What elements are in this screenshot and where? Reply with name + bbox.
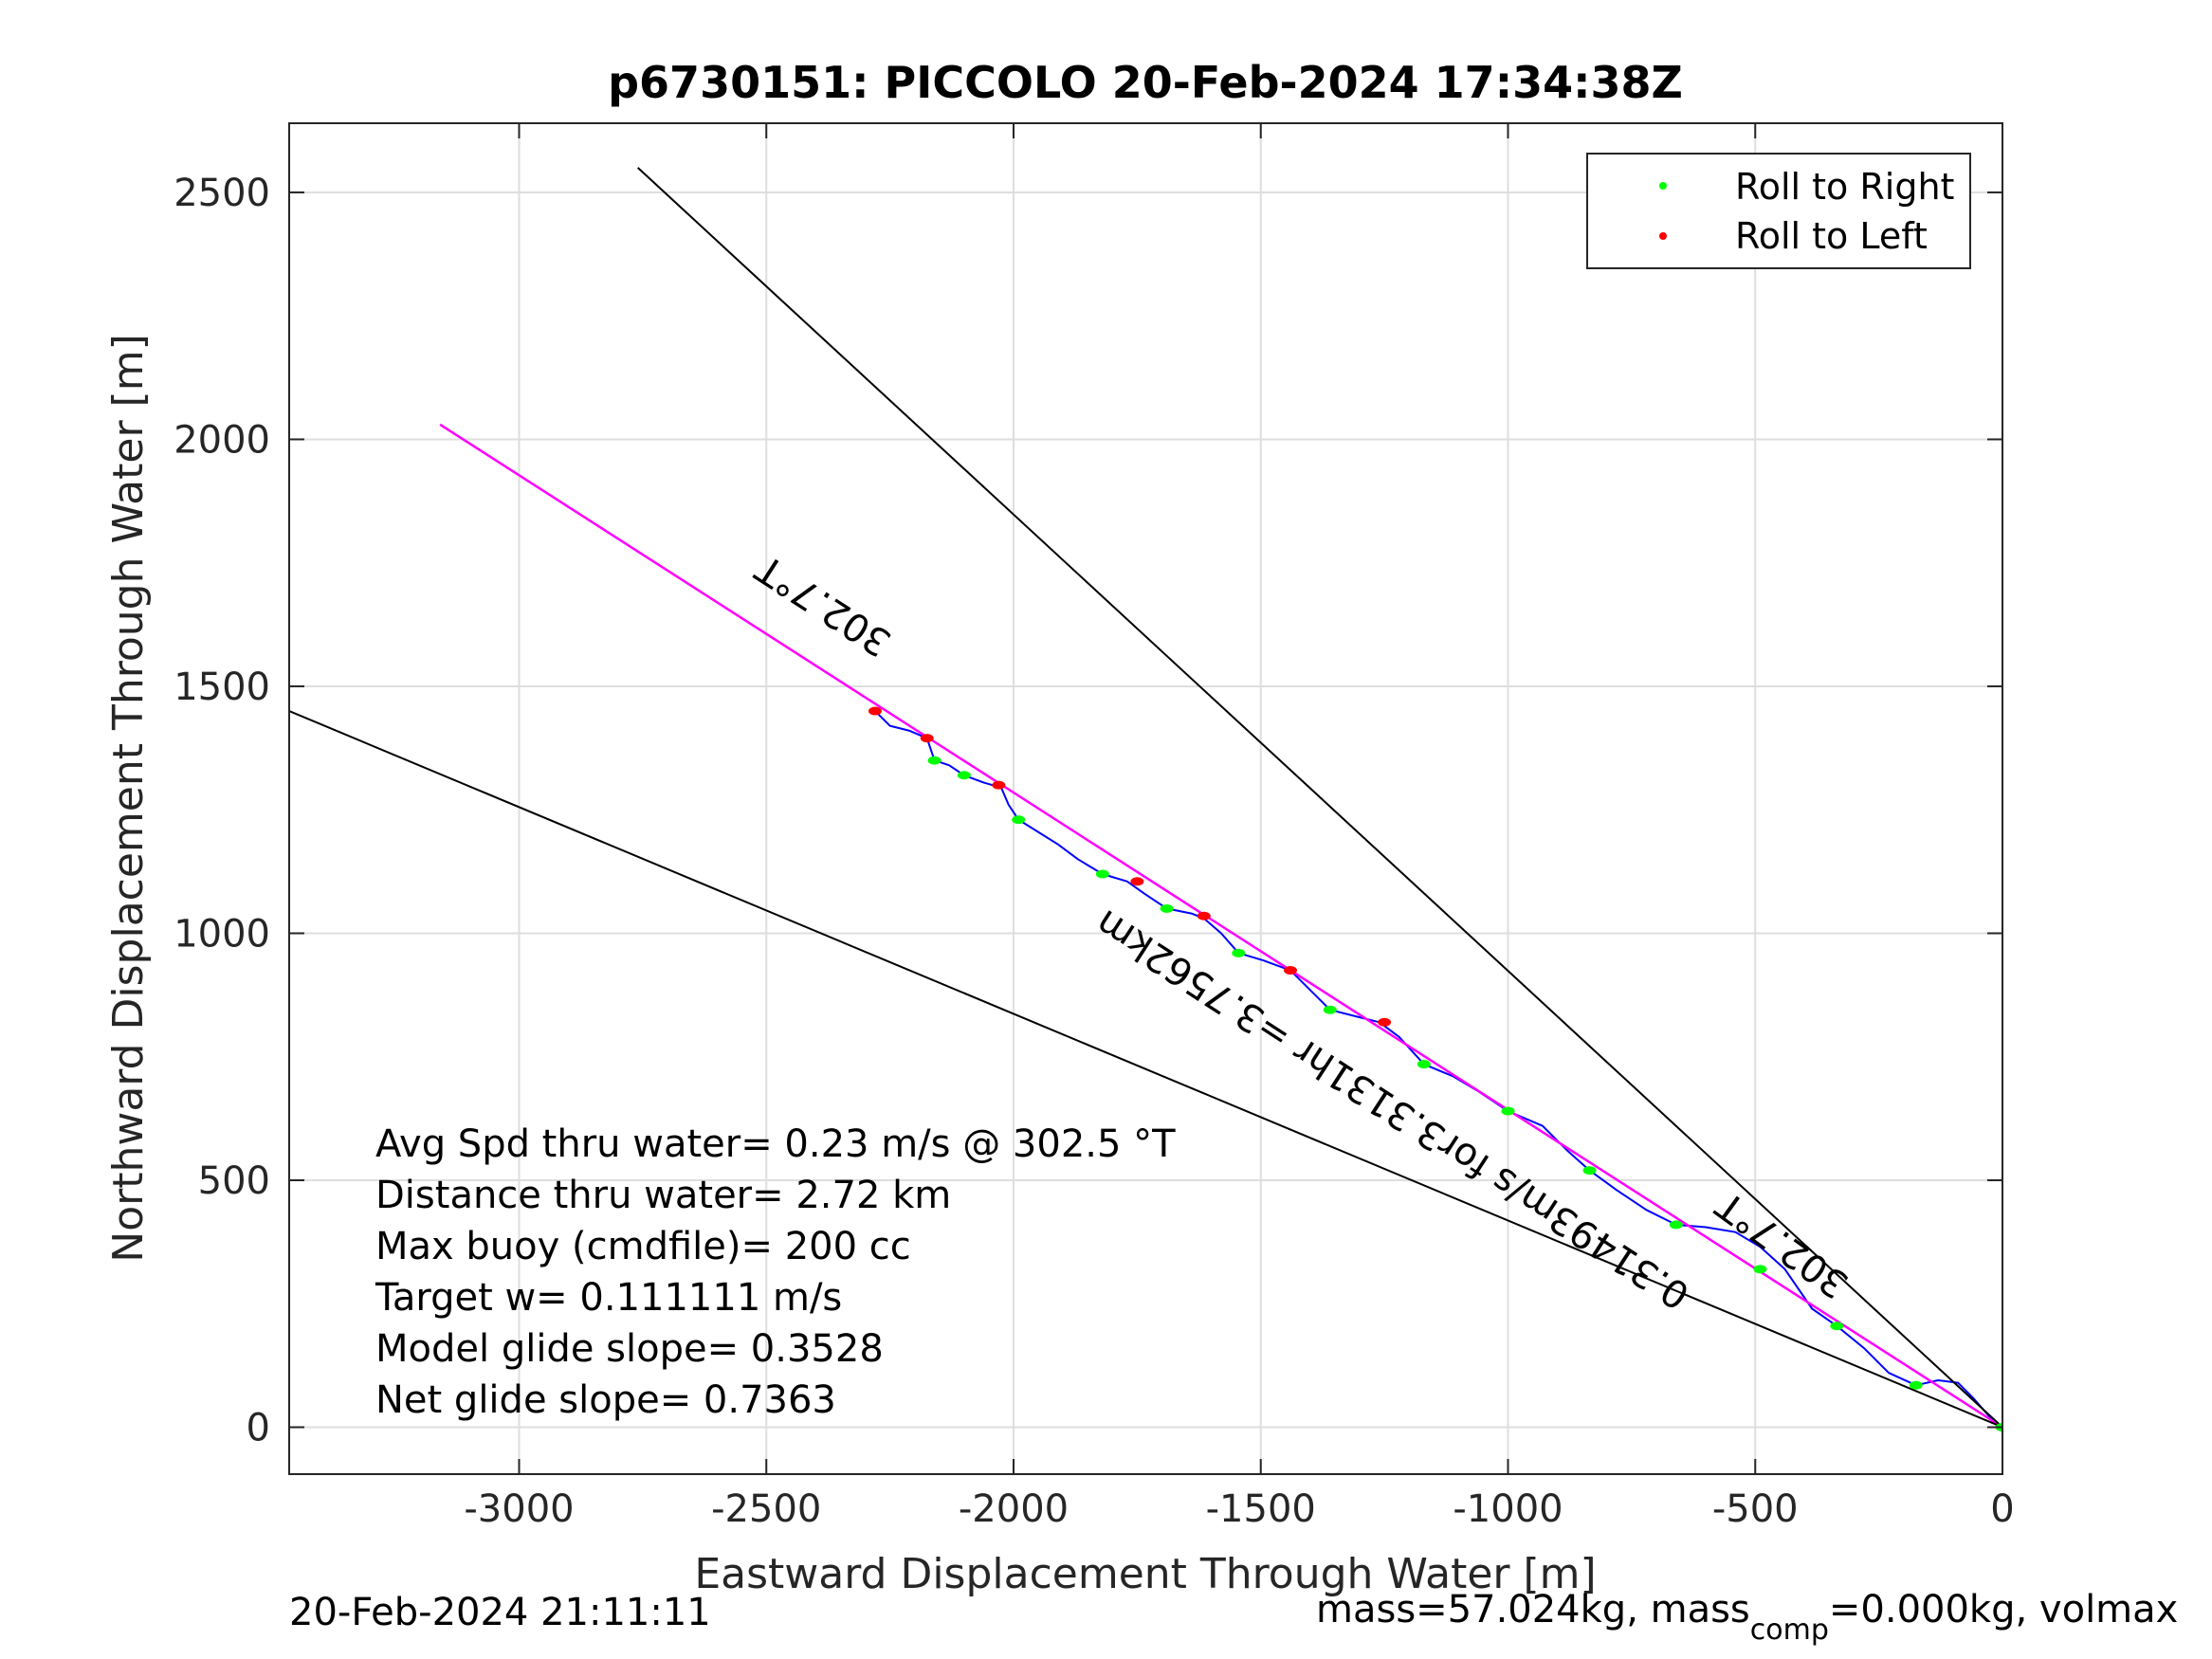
y-tick-label: 2500 <box>174 172 270 215</box>
x-tick-label: 0 <box>1990 1487 2014 1531</box>
roll-left-point <box>1197 911 1211 921</box>
ticks: -3000 -2500 -2000 -1500 -1000 -500 0 0 500 1000 15… <box>174 123 2015 1531</box>
x-tick-label: -500 <box>1712 1487 1799 1531</box>
roll-right-point <box>1323 1005 1337 1014</box>
roll-left-point <box>920 734 934 743</box>
y-tick-label: 500 <box>198 1159 270 1203</box>
roll-right-point <box>1232 948 1246 957</box>
legend: Roll to Right Roll to Left <box>1586 153 1971 269</box>
chart-title: p6730151: PICCOLO 20-Feb-2024 17:34:38Z <box>608 57 1683 108</box>
roll-right-point <box>1830 1322 1844 1331</box>
roll-right-point <box>1095 869 1109 879</box>
roll-right-point <box>1417 1060 1431 1069</box>
y-tick-label: 1500 <box>174 665 270 709</box>
roll-left-point <box>868 706 882 716</box>
legend-marker-roll-right <box>1659 182 1667 190</box>
legend-marker-roll-left <box>1659 232 1667 240</box>
roll-right-point <box>1012 815 1026 825</box>
y-tick-label: 2000 <box>174 418 270 462</box>
cone-edge-2 <box>637 167 2002 1429</box>
stats-block: Avg Spd thru water= 0.23 m/s @ 302.5 °T … <box>375 1122 1176 1422</box>
footer-timestamp: 20-Feb-2024 21:11:11 <box>289 1591 711 1634</box>
roll-right-point <box>1582 1166 1597 1176</box>
roll-right-point <box>1669 1220 1683 1230</box>
footer-mass-suffix: =0.000kg, volmax <box>1829 1588 2178 1632</box>
stat-line-avg-speed: Avg Spd thru water= 0.23 m/s @ 302.5 °T <box>375 1122 1176 1166</box>
roll-left-point <box>992 780 1006 790</box>
footer-mass-subscript: comp <box>1750 1613 1829 1647</box>
y-tick-label: 0 <box>247 1407 270 1450</box>
y-axis-label: Northward Displacement Through Water [m] <box>104 334 153 1262</box>
roll-left-point <box>1378 1017 1392 1027</box>
roll-right-point <box>1909 1380 1923 1390</box>
x-tick-label: -2000 <box>959 1487 1069 1531</box>
stat-line-net-glide-slope: Net glide slope= 0.7363 <box>375 1378 836 1422</box>
plot-frame <box>288 122 2003 1475</box>
stat-line-distance: Distance thru water= 2.72 km <box>375 1174 951 1217</box>
x-tick-label: -2500 <box>711 1487 821 1531</box>
x-tick-label: -1500 <box>1206 1487 1316 1531</box>
roll-right-point <box>927 756 941 765</box>
roll-right-point <box>957 771 971 780</box>
legend-box <box>1586 153 1971 269</box>
roll-right-point <box>1753 1265 1767 1274</box>
footer-mass-info: mass=57.024kg, masscomp=0.000kg, volmax <box>1316 1588 2178 1647</box>
legend-label-roll-right: Roll to Right <box>1735 166 1954 208</box>
heading-line-1 <box>439 423 2002 1429</box>
legend-label-roll-left: Roll to Left <box>1735 215 1928 257</box>
x-tick-label: -1000 <box>1453 1487 1563 1531</box>
cone-edge-3 <box>289 710 2002 1429</box>
stat-line-max-buoy: Max buoy (cmdfile)= 200 cc <box>375 1225 911 1268</box>
x-axis-label: Eastward Displacement Through Water [m] <box>694 1550 1596 1598</box>
roll-left-point <box>1130 877 1144 886</box>
y-tick-label: 1000 <box>174 912 270 956</box>
roll-right-point <box>1501 1106 1515 1116</box>
footer-mass-prefix: mass=57.024kg, mass <box>1316 1588 1750 1632</box>
x-tick-label: -3000 <box>464 1487 574 1531</box>
roll-left-point <box>1284 966 1298 975</box>
data-layer <box>289 167 2002 1432</box>
plot-area <box>289 123 2002 1474</box>
grid <box>289 123 2003 1474</box>
stat-line-model-glide-slope: Model glide slope= 0.3528 <box>375 1327 884 1371</box>
stat-line-target-w: Target w= 0.111111 m/s <box>375 1276 842 1320</box>
roll-right-point <box>1160 903 1174 913</box>
